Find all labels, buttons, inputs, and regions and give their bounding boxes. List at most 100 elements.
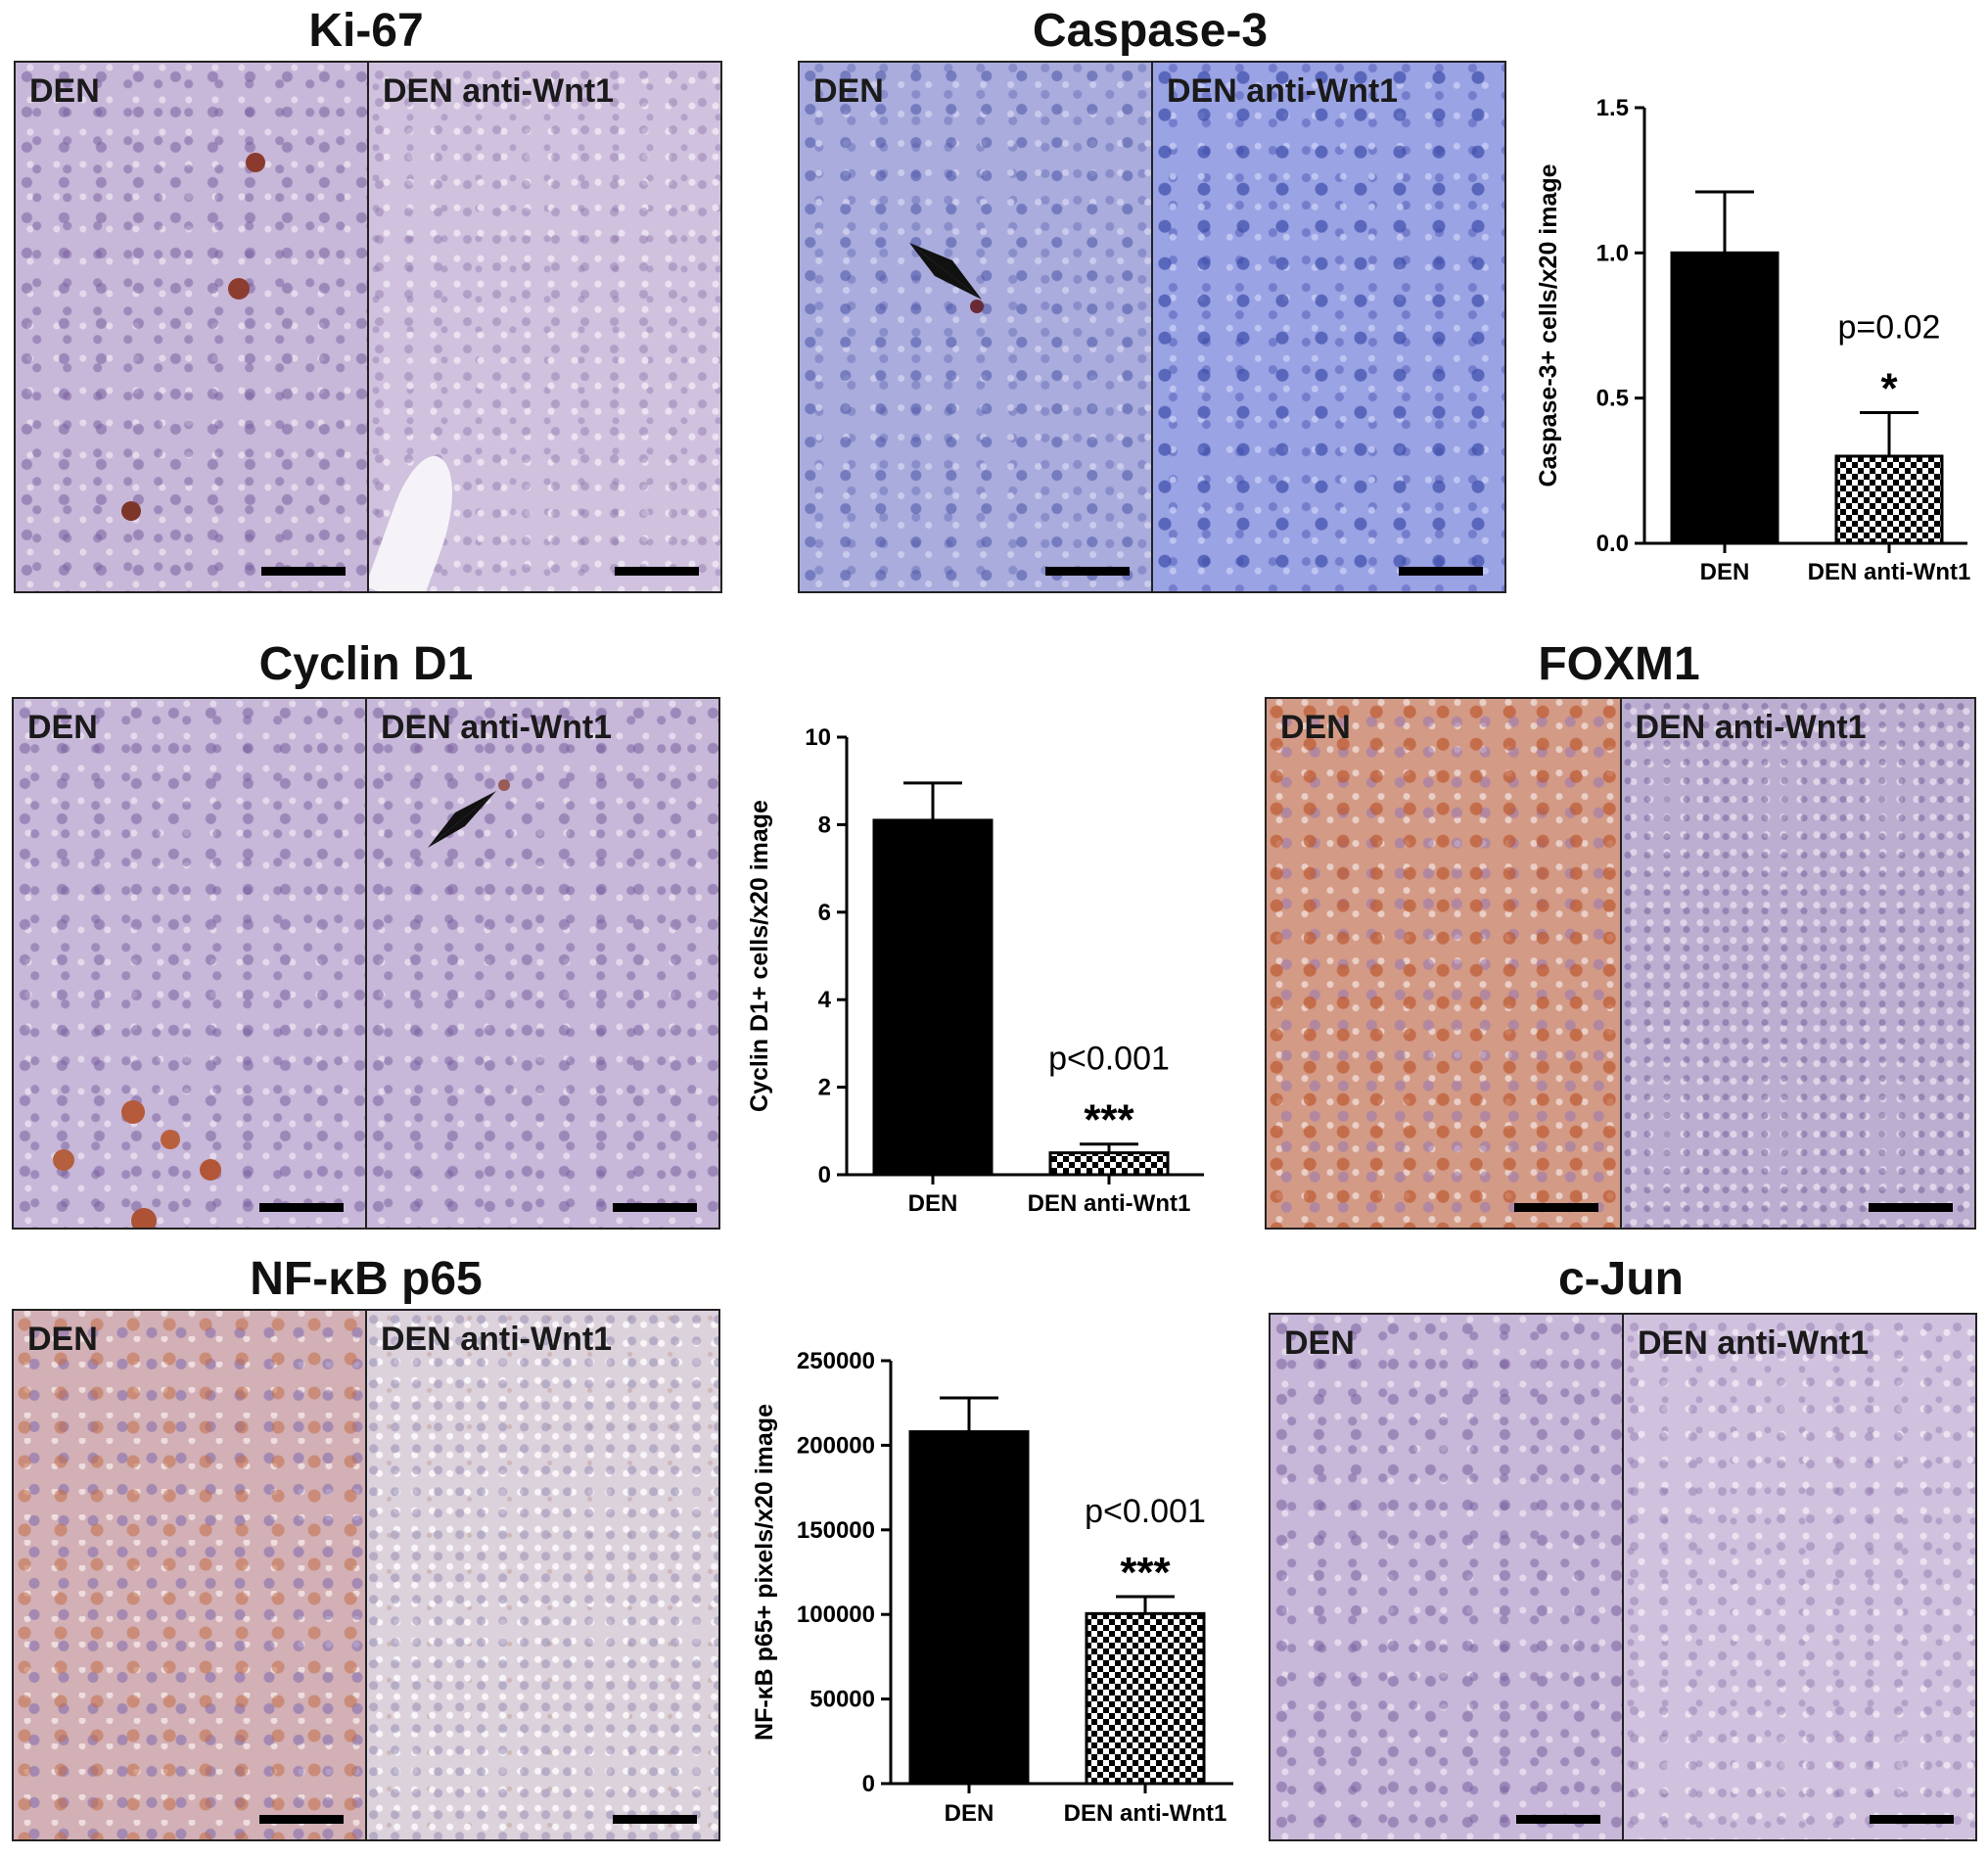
y-tick-label: 0 <box>862 1771 875 1797</box>
bar-den <box>872 818 994 1177</box>
y-axis-label: Caspase-3+ cells/x20 image <box>1535 163 1562 487</box>
scale-bar <box>259 1815 344 1824</box>
y-tick-label: 250000 <box>797 1348 875 1374</box>
scale-bar <box>1399 567 1483 576</box>
vessel-lumen <box>369 448 471 591</box>
stained-nucleus <box>246 153 265 172</box>
cyclind1-anti-wnt1-label: DEN anti-Wnt1 <box>381 709 613 746</box>
scale-bar <box>613 1203 697 1212</box>
x-tick-label: DEN anti-Wnt1 <box>1808 559 1971 585</box>
nfkb-anti-wnt1-image: DEN anti-Wnt1 <box>365 1311 718 1839</box>
foxm1-anti-wnt1-label: DEN anti-Wnt1 <box>1635 709 1867 746</box>
stained-nucleus <box>228 278 250 300</box>
ki67-title: Ki-67 <box>308 5 424 57</box>
bar-den-anti-wnt1 <box>1085 1611 1206 1786</box>
y-tick-label: 1.5 <box>1596 95 1629 121</box>
nfkb-anti-wnt1-label: DEN anti-Wnt1 <box>381 1321 613 1358</box>
scale-bar <box>613 1815 697 1824</box>
y-tick-label: 2 <box>818 1075 831 1101</box>
significance-stars: *** <box>1084 1096 1134 1144</box>
x-tick-label: DEN anti-Wnt1 <box>1028 1190 1191 1217</box>
nfkb-den-image: DEN <box>14 1311 365 1839</box>
cyclind1-bar-chart: 0 2 4 6 8 10 Cyclin D1+ cells/x20 image DEN DEN … <box>734 710 1224 1243</box>
y-tick-label: 150000 <box>797 1517 875 1544</box>
stained-nucleus <box>161 1130 180 1149</box>
x-tick-label: DEN <box>945 1800 994 1827</box>
y-tick-label: 6 <box>818 900 831 926</box>
scale-bar <box>1869 1203 1953 1212</box>
nfkb-micrograph-panel: DEN DEN anti-Wnt1 <box>12 1309 720 1841</box>
p-value-annotation: p=0.02 <box>1838 309 1941 347</box>
bar-den-anti-wnt1 <box>1834 454 1944 545</box>
scale-bar <box>1516 1815 1600 1824</box>
scale-bar <box>1513 1203 1598 1212</box>
cyclind1-den-label: DEN <box>27 709 98 746</box>
caspase3-bar-chart: 0.0 0.5 1.0 1.5 Caspase-3+ cells/x20 image DE… <box>1517 69 1977 602</box>
cyclind1-anti-wnt1-image: DEN anti-Wnt1 <box>365 699 718 1228</box>
stained-nucleus <box>498 779 510 791</box>
bar-den-anti-wnt1 <box>1048 1151 1170 1177</box>
y-axis-label: NF-κB p65+ pixels/x20 image <box>751 1404 778 1741</box>
caspase3-den-label: DEN <box>813 72 884 110</box>
arrowhead-marker <box>909 243 982 300</box>
p-value-annotation: p<0.001 <box>1048 1041 1170 1078</box>
scale-bar <box>261 567 346 576</box>
cjun-anti-wnt1-label: DEN anti-Wnt1 <box>1638 1324 1870 1362</box>
foxm1-title: FOXM1 <box>1538 638 1700 690</box>
caspase3-anti-wnt1-label: DEN anti-Wnt1 <box>1167 72 1399 110</box>
stained-nucleus <box>53 1149 74 1171</box>
foxm1-anti-wnt1-image: DEN anti-Wnt1 <box>1619 699 1974 1228</box>
y-tick-label: 100000 <box>797 1602 875 1628</box>
caspase3-title: Caspase-3 <box>1032 5 1269 57</box>
ki67-anti-wnt1-image: DEN anti-Wnt1 <box>367 63 720 591</box>
stained-nucleus <box>970 300 984 313</box>
stained-nucleus <box>200 1159 221 1181</box>
foxm1-micrograph-panel: DEN DEN anti-Wnt1 <box>1265 697 1976 1230</box>
nfkb-bar-chart: 0 50000 100000 150000 200000 250000 NF-κB p65+… <box>739 1331 1248 1855</box>
y-tick-label: 50000 <box>809 1687 875 1713</box>
p-value-annotation: p<0.001 <box>1085 1493 1206 1530</box>
significance-stars: * <box>1880 365 1898 413</box>
y-tick-label: 8 <box>818 812 831 838</box>
y-tick-label: 1.0 <box>1596 240 1629 266</box>
ki67-den-label: DEN <box>29 72 100 110</box>
scale-bar <box>1870 1815 1954 1824</box>
foxm1-den-image: DEN <box>1267 699 1620 1228</box>
significance-stars: *** <box>1120 1549 1171 1597</box>
stained-nucleus <box>131 1208 157 1228</box>
cyclind1-title: Cyclin D1 <box>258 638 474 690</box>
scale-bar <box>615 567 699 576</box>
y-tick-label: 200000 <box>797 1432 875 1459</box>
y-tick-label: 4 <box>818 987 832 1013</box>
cyclind1-micrograph-panel: DEN DEN anti-Wnt1 <box>12 697 720 1230</box>
cyclind1-den-image: DEN <box>14 699 365 1228</box>
x-tick-label: DEN <box>908 1190 958 1217</box>
scale-bar <box>259 1203 344 1212</box>
foxm1-den-label: DEN <box>1280 709 1351 746</box>
ki67-anti-wnt1-label: DEN anti-Wnt1 <box>383 72 615 110</box>
caspase3-anti-wnt1-image: DEN anti-Wnt1 <box>1151 63 1504 591</box>
bar-den <box>908 1430 1030 1786</box>
cjun-title: c-Jun <box>1557 1253 1684 1305</box>
y-tick-label: 0.0 <box>1596 531 1629 557</box>
stained-nucleus <box>121 501 141 521</box>
y-tick-label: 10 <box>805 724 831 751</box>
cjun-den-label: DEN <box>1284 1324 1355 1362</box>
arrowhead-marker <box>428 791 496 848</box>
caspase3-den-image: DEN <box>800 63 1151 591</box>
bar-den <box>1670 251 1780 545</box>
y-axis-label: Cyclin D1+ cells/x20 image <box>746 800 773 1112</box>
stained-nucleus <box>121 1100 145 1124</box>
y-tick-label: 0.5 <box>1596 386 1629 412</box>
x-tick-label: DEN <box>1700 559 1750 585</box>
cjun-micrograph-panel: DEN DEN anti-Wnt1 <box>1269 1313 1977 1841</box>
cjun-anti-wnt1-image: DEN anti-Wnt1 <box>1622 1315 1975 1839</box>
cjun-den-image: DEN <box>1271 1315 1622 1839</box>
ki67-micrograph-panel: DEN DEN anti-Wnt1 <box>14 61 722 593</box>
nfkb-den-label: DEN <box>27 1321 98 1358</box>
ki67-den-image: DEN <box>16 63 367 591</box>
scale-bar <box>1045 567 1130 576</box>
y-tick-label: 0 <box>818 1162 831 1188</box>
caspase3-micrograph-panel: DEN DEN anti-Wnt1 <box>798 61 1506 593</box>
nfkb-title: NF-κB p65 <box>250 1253 483 1305</box>
